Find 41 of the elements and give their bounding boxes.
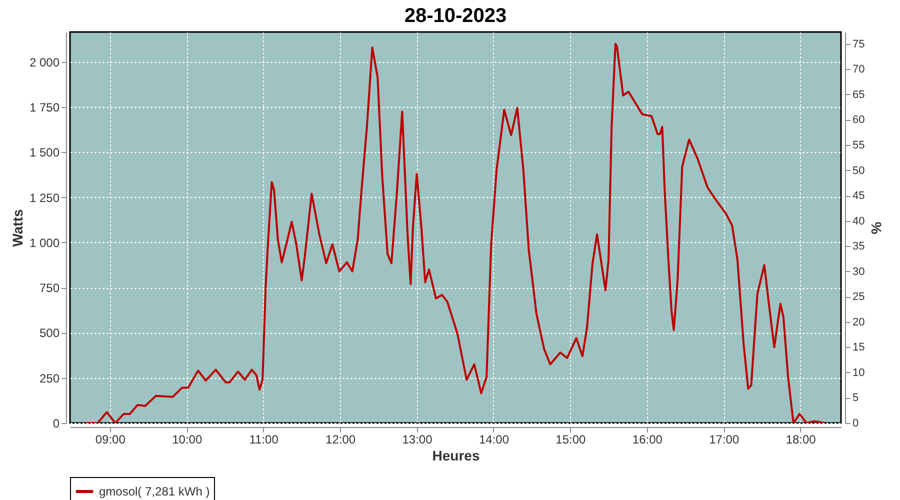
legend-label: gmosol( 7,281 kWh )	[99, 484, 210, 498]
x-tick-label: 16:00	[632, 432, 663, 446]
y2-tick-label: 65	[852, 88, 865, 101]
y2-tick-label: 25	[852, 291, 865, 304]
y2-tick-label: 10	[852, 366, 865, 379]
x-axis-title: Heures	[432, 448, 480, 464]
y2-tick-label: 20	[852, 316, 865, 328]
y2-tick-label: 35	[852, 240, 865, 253]
x-tick-label: 14:00	[478, 432, 510, 446]
line-series	[84, 42, 826, 423]
y-tick-label: 1 000	[29, 236, 60, 250]
y2-tick-label: 5	[852, 392, 859, 404]
y-tick-label: 1 250	[29, 190, 60, 205]
y-tick-label: 1 750	[29, 100, 60, 115]
y-tick-label: 250	[39, 371, 60, 386]
y2-tick-label: 45	[852, 190, 865, 202]
y-tick-label: 500	[39, 326, 60, 340]
y2-tick-label: 55	[852, 139, 865, 152]
x-tick-label: 17:00	[709, 432, 740, 446]
x-tick-label: 15:00	[556, 432, 586, 446]
y2-tick-label: 70	[852, 64, 865, 76]
x-tick-label: 11:00	[249, 432, 279, 446]
x-tick-label: 18:00	[786, 432, 816, 446]
x-tick-label: 09:00	[95, 432, 126, 446]
y2-tick-label: 40	[852, 215, 865, 228]
y2-tick-label: 50	[852, 164, 865, 177]
y2-tick-label: 0	[852, 418, 859, 430]
y-tick-label: 750	[39, 281, 60, 296]
x-tick-label: 12:00	[326, 432, 356, 446]
y2-tick-label: 15	[852, 342, 865, 354]
y-tick-label: 1 500	[29, 146, 60, 160]
x-tick-label: 13:00	[402, 432, 433, 446]
y2-tick-label: 75	[852, 38, 865, 50]
y2-tick-label: 30	[852, 266, 865, 278]
y-tick-label: 0	[52, 416, 60, 430]
y-axis-title: Watts	[9, 208, 26, 247]
y-tick-label: 2 000	[29, 55, 60, 70]
chart-title: 28-10-2023	[404, 5, 507, 27]
y2-axis-title: %	[868, 222, 885, 235]
x-tick-label: 10:00	[172, 432, 202, 446]
y2-tick-label: 60	[852, 114, 865, 126]
